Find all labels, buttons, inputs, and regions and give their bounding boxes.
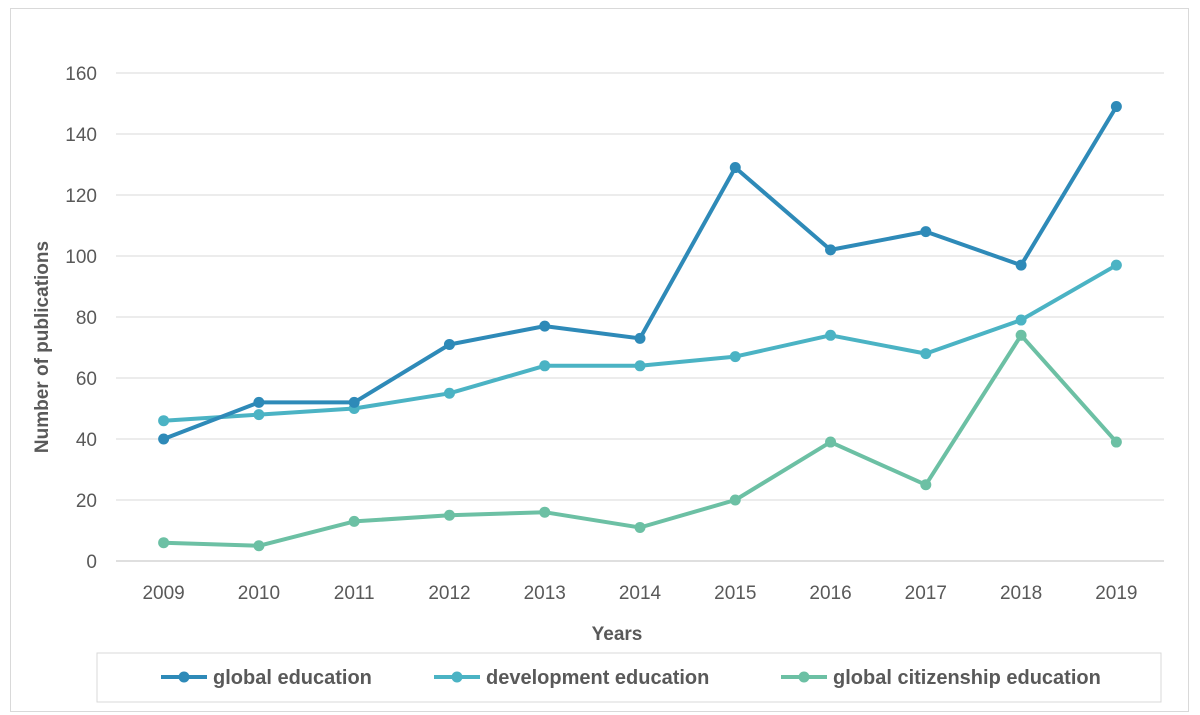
legend-label: global education (213, 667, 372, 689)
data-point (539, 506, 551, 518)
x-tick-label: 2013 (524, 583, 566, 604)
x-tick-label: 2016 (809, 583, 851, 604)
data-point (1110, 101, 1122, 113)
y-tick-label: 140 (65, 125, 97, 146)
x-tick-label: 2015 (714, 583, 756, 604)
series-3 (158, 329, 1122, 552)
data-point (920, 226, 932, 238)
legend: global education development education glo… (161, 667, 1101, 689)
data-point (729, 494, 741, 506)
legend-label: development education (486, 667, 709, 689)
x-tick-label: 2011 (334, 583, 375, 604)
series-2 (158, 259, 1122, 427)
data-point (1015, 329, 1027, 341)
legend-marker (798, 671, 810, 683)
legend-marker (451, 671, 463, 683)
data-point (1110, 259, 1122, 271)
data-point (253, 396, 265, 408)
data-point (729, 351, 741, 363)
data-point (158, 537, 170, 549)
data-point (634, 332, 646, 344)
y-tick-label: 100 (65, 247, 97, 268)
x-tick-label: 2010 (238, 583, 280, 604)
data-point (348, 515, 360, 527)
x-tick-label: 2017 (905, 583, 947, 604)
y-tick-label: 60 (76, 369, 97, 390)
y-axis-ticks: 0 20 40 60 80 100 120 140 160 (65, 64, 97, 573)
legend-item-2: development education (434, 667, 709, 689)
legend-item-1: global education (161, 667, 372, 689)
data-point (825, 244, 837, 256)
y-tick-label: 0 (86, 552, 97, 573)
y-tick-label: 80 (76, 308, 97, 329)
x-tick-label: 2018 (1000, 583, 1042, 604)
data-point (1015, 314, 1027, 326)
x-tick-label: 2012 (428, 583, 470, 604)
x-axis-title: Years (592, 624, 643, 645)
series-1 (158, 101, 1122, 445)
y-axis-title: Number of publications (32, 241, 53, 453)
data-point (443, 509, 455, 521)
y-tick-label: 40 (76, 430, 97, 451)
data-point (158, 415, 170, 427)
data-point (443, 338, 455, 350)
data-point (634, 521, 646, 533)
data-point (729, 162, 741, 174)
data-point (1110, 436, 1122, 448)
y-tick-label: 160 (65, 64, 97, 85)
data-point (634, 360, 646, 372)
x-tick-label: 2014 (619, 583, 662, 604)
legend-label: global citizenship education (833, 667, 1101, 689)
x-tick-label: 2009 (142, 583, 184, 604)
legend-marker (178, 671, 190, 683)
data-point (253, 540, 265, 552)
data-point (1015, 259, 1027, 271)
series-line (161, 104, 1119, 441)
legend-box (96, 652, 1162, 703)
data-point (539, 360, 551, 372)
data-point (443, 387, 455, 399)
chart-frame: 0 20 40 60 80 100 120 140 160 2009 2010 2011 2012 20… (10, 8, 1189, 712)
data-point (920, 479, 932, 491)
legend-item-3: global citizenship education (781, 667, 1101, 689)
x-tick-label: 2019 (1095, 583, 1137, 604)
data-point (158, 433, 170, 445)
data-point (348, 396, 360, 408)
gridlines (116, 72, 1164, 562)
data-point (920, 348, 932, 360)
data-point (825, 329, 837, 341)
y-tick-label: 120 (65, 186, 97, 207)
series-lines (158, 101, 1122, 552)
data-point (253, 409, 265, 421)
x-axis-ticks: 2009 2010 2011 2012 2013 2014 2015 2016 2017 2018… (142, 583, 1137, 604)
data-point (825, 436, 837, 448)
y-tick-label: 20 (76, 491, 97, 512)
data-point (539, 320, 551, 332)
